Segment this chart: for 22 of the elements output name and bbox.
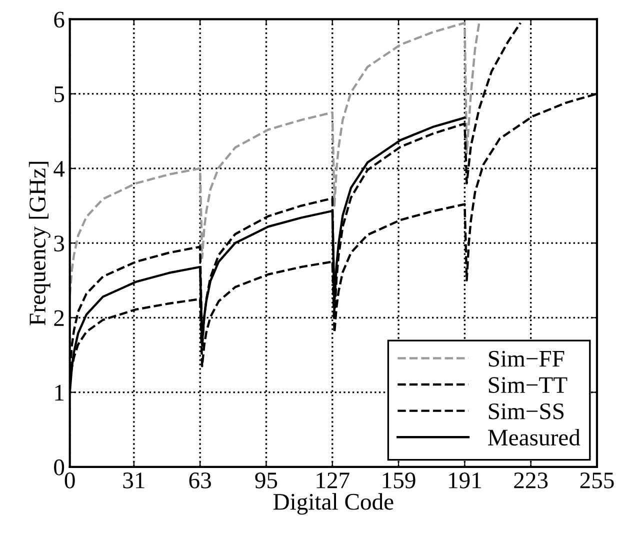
y-tick-label: 0 [54,459,64,476]
y-tick-label: 3 [54,236,64,252]
legend-label: Sim−FF [488,350,564,367]
x-tick-label: 223 [514,472,548,488]
x-tick-label: 31 [123,472,144,488]
x-tick-label: 0 [64,472,75,488]
y-tick-label: 4 [54,161,65,177]
y-tick-label: 5 [54,86,64,102]
y-tick-label: 6 [54,12,64,28]
x-tick-label: 255 [580,472,614,488]
y-tick-label: 2 [54,310,64,326]
legend-label: Measured [488,428,580,446]
legend-label: Sim−TT [488,377,568,394]
legend-label: Sim−SS [488,403,564,420]
y-tick-label: 1 [55,384,64,400]
x-tick-label: 191 [449,472,481,488]
x-tick-label: 63 [189,472,211,488]
x-axis-title: Digital Code [273,493,394,515]
x-tick-label: 95 [255,472,278,488]
y-axis-title: Frequency [GHz] [28,162,50,326]
x-tick-label: 159 [382,472,416,488]
x-tick-label: 127 [316,472,350,488]
